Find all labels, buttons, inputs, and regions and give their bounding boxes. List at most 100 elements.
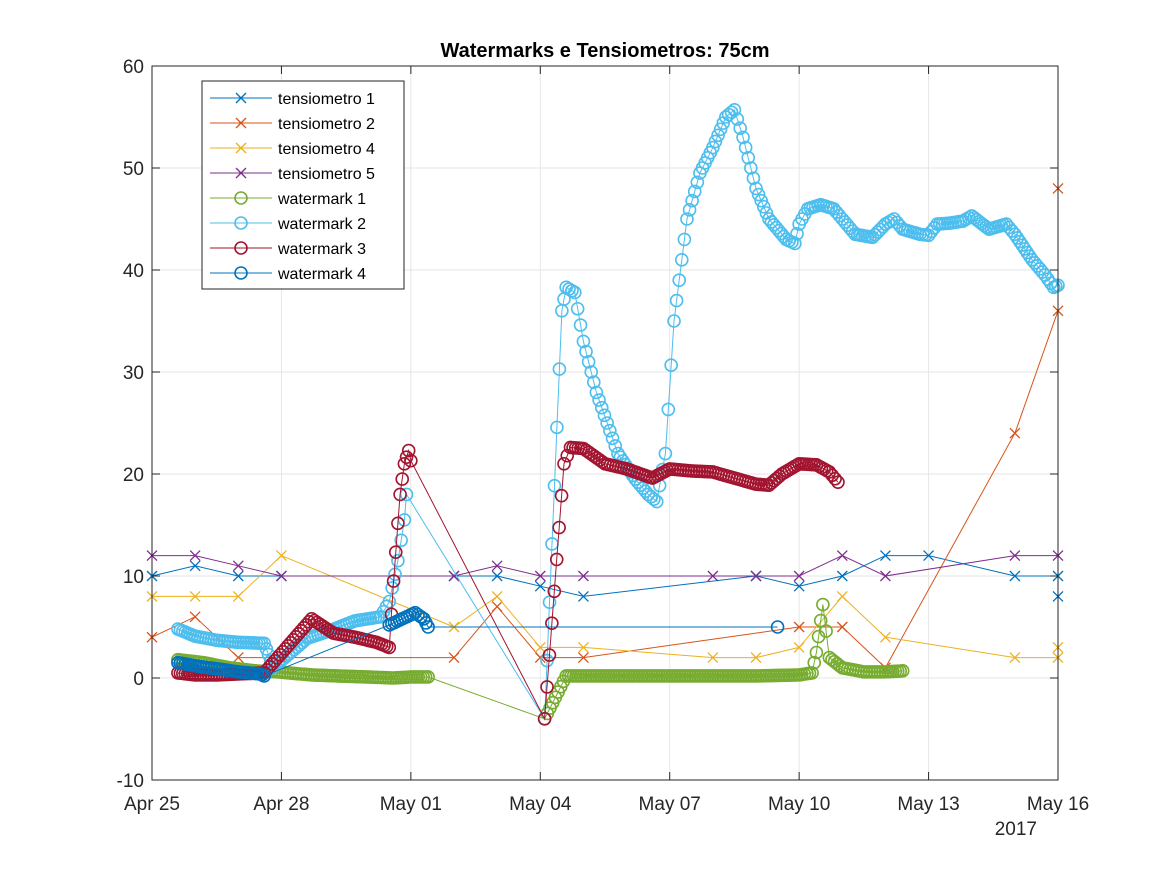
y-tick-label: -10	[117, 771, 144, 792]
data-point-o	[399, 450, 414, 464]
data-point-o	[421, 620, 435, 634]
data-point-o	[809, 645, 824, 660]
data-point-x	[232, 570, 244, 582]
x-year-label: 2017	[995, 819, 1037, 840]
data-point-o	[542, 595, 557, 610]
data-point-o	[542, 648, 557, 662]
data-point-x	[836, 621, 848, 633]
data-point-o	[711, 128, 725, 143]
data-point-o	[738, 140, 753, 155]
data-point-o	[819, 624, 833, 638]
data-point-x	[1009, 550, 1021, 562]
data-point-o	[751, 187, 766, 202]
data-point-x	[235, 117, 247, 129]
data-point-o	[680, 212, 694, 226]
data-point-o	[754, 193, 768, 208]
data-point-x	[235, 92, 247, 104]
data-point-o	[674, 252, 689, 267]
data-point-x	[189, 560, 201, 572]
data-point-o	[547, 478, 562, 493]
legend-label: watermark 1	[277, 191, 366, 208]
x-tick-label: Apr 28	[253, 794, 309, 815]
data-point-o	[1008, 227, 1022, 242]
data-point-o	[746, 171, 761, 185]
series-watermark-4	[171, 605, 785, 683]
series-line	[152, 555, 1059, 659]
data-point-x	[793, 641, 805, 653]
data-point-o	[672, 273, 687, 288]
plot-frame	[151, 65, 1059, 781]
data-point-o	[584, 365, 598, 379]
legend-box	[201, 80, 405, 290]
data-point-o	[550, 420, 564, 435]
data-point-o	[603, 423, 617, 438]
data-point-x	[232, 652, 244, 664]
axis-ticks: Apr 25 Apr 28 May 01 May 04 May 07 May 10 May …	[117, 57, 1090, 815]
data-point-o	[611, 446, 625, 461]
data-point-o	[816, 597, 830, 612]
data-point-o	[579, 344, 593, 359]
data-point-x	[189, 550, 201, 562]
data-point-o	[234, 216, 248, 230]
data-point-o	[658, 446, 673, 461]
data-point-o	[1010, 231, 1025, 245]
data-point-x	[879, 631, 891, 643]
data-point-x	[534, 580, 546, 592]
data-point-o	[234, 241, 248, 255]
legend-label: tensiometro 1	[278, 91, 375, 108]
data-point-x	[491, 590, 503, 602]
data-point-x	[750, 652, 762, 664]
data-point-o	[597, 408, 612, 423]
data-point-o	[257, 669, 271, 683]
data-point-o	[404, 453, 418, 468]
series-layer	[146, 103, 1065, 726]
data-point-x	[836, 570, 848, 582]
legend-entry: tensiometro 4	[210, 141, 375, 158]
data-point-o	[733, 121, 747, 136]
legend-entry: watermark 2	[210, 216, 366, 233]
data-point-o	[687, 184, 702, 199]
data-point-o	[1017, 242, 1032, 256]
x-tick-label: May 04	[509, 794, 572, 815]
legend-label: watermark 2	[277, 216, 366, 233]
legend-entry: tensiometro 5	[210, 166, 375, 183]
data-point-o	[807, 655, 822, 670]
data-point-o	[667, 314, 681, 328]
data-point-o	[594, 400, 609, 415]
data-point-o	[540, 680, 554, 694]
data-point-o	[388, 545, 403, 560]
data-point-o	[741, 151, 756, 165]
y-tick-label: 40	[123, 261, 144, 282]
data-point-o	[1012, 234, 1027, 249]
y-tick-label: 30	[123, 363, 144, 384]
data-point-o	[736, 130, 750, 145]
data-point-x	[793, 580, 805, 592]
data-point-o	[557, 456, 571, 471]
data-point-o	[554, 488, 569, 503]
legend-label: tensiometro 4	[278, 141, 375, 158]
data-point-o	[647, 492, 661, 506]
x-tick-label: Apr 25	[124, 794, 180, 815]
data-point-x	[189, 611, 201, 623]
legend-label: watermark 3	[277, 241, 366, 258]
data-point-o	[382, 594, 397, 609]
data-point-o	[713, 122, 728, 137]
data-point-o	[756, 199, 771, 214]
data-point-o	[547, 584, 562, 599]
data-point-o	[581, 354, 596, 369]
data-point-o	[1020, 245, 1034, 260]
data-point-o	[600, 416, 614, 430]
data-point-x	[879, 550, 891, 562]
legend-label: tensiometro 2	[278, 116, 375, 133]
data-point-o	[790, 226, 804, 241]
data-point-x	[1009, 652, 1021, 664]
data-point-x	[577, 570, 589, 582]
legend-entry: watermark 1	[210, 191, 366, 208]
data-point-o	[730, 112, 745, 126]
data-point-o	[895, 664, 910, 678]
data-point-o	[727, 103, 742, 117]
data-point-o	[391, 553, 405, 568]
data-point-x	[534, 570, 546, 582]
data-point-x	[707, 570, 719, 582]
